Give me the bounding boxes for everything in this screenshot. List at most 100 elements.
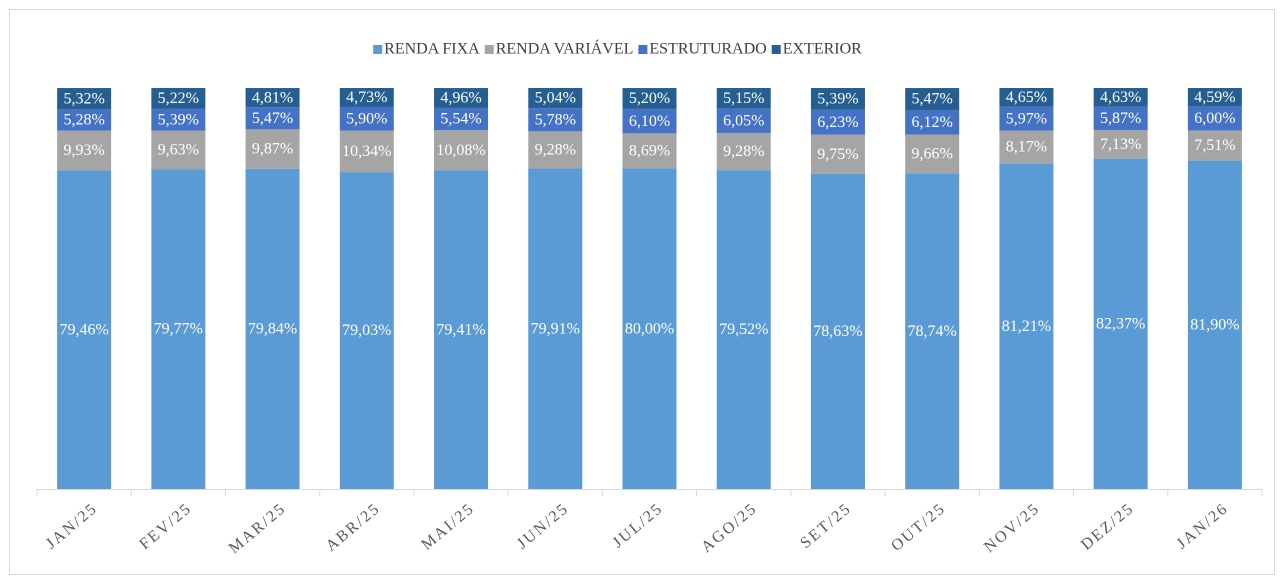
bar-segment	[999, 163, 1054, 489]
bar-segment	[716, 108, 771, 133]
data-label: 6,23%	[817, 114, 858, 131]
data-label: 5,22%	[158, 90, 199, 107]
bar-segment	[999, 130, 1054, 164]
data-label: 5,54%	[440, 111, 481, 128]
data-label: 5,87%	[1100, 110, 1141, 127]
data-label: 10,08%	[436, 142, 485, 159]
data-label: 81,21%	[1002, 318, 1051, 335]
bar-segment	[57, 109, 112, 131]
bar-segment	[905, 134, 960, 174]
data-label: 78,74%	[908, 323, 957, 340]
data-label: 5,78%	[535, 111, 576, 128]
data-label: 79,03%	[342, 322, 391, 339]
data-label: 8,17%	[1006, 139, 1047, 156]
bar-segment	[622, 88, 677, 109]
bar-segment	[434, 107, 489, 131]
bar-segment	[57, 170, 112, 489]
data-label: 10,34%	[342, 143, 391, 160]
legend-swatch	[484, 45, 494, 54]
data-label: 5,39%	[158, 111, 199, 128]
bar-segment	[1187, 106, 1242, 131]
legend-label: RENDA VARIÁVEL	[496, 39, 634, 58]
bar-segment	[434, 130, 489, 171]
data-label: 7,51%	[1194, 137, 1235, 154]
legend-label: EXTERIOR	[783, 41, 862, 58]
bar-segment	[528, 87, 583, 109]
data-label: 5,32%	[63, 90, 104, 107]
bar-segment	[57, 130, 112, 171]
data-label: 9,66%	[912, 146, 953, 163]
legend-swatch	[373, 45, 383, 54]
bar-segment	[528, 168, 583, 489]
data-label: 9,28%	[535, 142, 576, 159]
data-label: 79,52%	[719, 321, 768, 338]
data-label: 5,90%	[346, 110, 387, 127]
data-label: 4,59%	[1194, 89, 1235, 106]
bar-segment	[1093, 88, 1148, 107]
bar-segment	[245, 107, 300, 130]
data-label: 79,77%	[154, 321, 203, 338]
bar-segment	[905, 88, 960, 110]
data-label: 79,46%	[59, 321, 108, 338]
data-label: 79,41%	[436, 321, 485, 338]
bar-segment	[1187, 130, 1242, 161]
data-label: 9,87%	[252, 141, 293, 158]
bar-segment	[245, 129, 300, 169]
legend-swatch	[638, 45, 648, 54]
data-label: 5,20%	[629, 90, 670, 107]
bar-segment	[339, 172, 394, 489]
data-label: 4,65%	[1006, 89, 1047, 106]
bar-segment	[151, 169, 206, 489]
data-label: 79,91%	[531, 320, 580, 337]
bar-segment	[716, 132, 771, 171]
data-label: 79,84%	[248, 321, 297, 338]
bar-segment	[810, 134, 865, 174]
data-label: 81,90%	[1190, 316, 1239, 333]
bar-segment	[1093, 130, 1148, 159]
bar-segment	[810, 173, 865, 489]
bar-segment	[1093, 106, 1148, 131]
legend-label: RENDA FIXA	[384, 41, 480, 58]
bar-segment	[622, 108, 677, 134]
data-label: 6,10%	[629, 113, 670, 130]
bar-segment	[905, 109, 960, 135]
bar-segment	[810, 88, 865, 110]
bar-segment	[810, 109, 865, 135]
data-label: 4,81%	[252, 89, 293, 106]
bar-segment	[434, 170, 489, 489]
bar-segment	[1187, 160, 1242, 489]
legend: RENDA FIXA RENDA VARIÁVEL ESTRUTURADO EXTER…	[373, 39, 862, 58]
data-label: 4,73%	[346, 89, 387, 106]
data-label: 5,28%	[63, 112, 104, 129]
data-label: 9,75%	[817, 146, 858, 163]
data-label: 7,13%	[1100, 136, 1141, 153]
data-label: 5,39%	[817, 90, 858, 107]
bar-segment	[57, 88, 112, 110]
bar-segment	[528, 131, 583, 169]
data-label: 78,63%	[813, 323, 862, 340]
bar-segment	[716, 88, 771, 109]
data-label: 5,15%	[723, 90, 764, 107]
data-label: 6,12%	[912, 114, 953, 131]
data-label: 4,63%	[1100, 89, 1141, 106]
data-label: 82,37%	[1096, 316, 1145, 333]
bar-segment	[622, 168, 677, 489]
bar-segment	[528, 108, 583, 132]
bar-segment	[999, 106, 1054, 131]
bar-segment	[905, 173, 960, 489]
data-label: 5,04%	[535, 90, 576, 107]
bar-segment	[245, 88, 300, 108]
data-label: 9,63%	[158, 141, 199, 158]
data-label: 5,47%	[912, 91, 953, 108]
data-label: 9,28%	[723, 143, 764, 160]
data-label: 6,00%	[1194, 110, 1235, 127]
data-label: 5,47%	[252, 110, 293, 127]
bar-segment	[339, 106, 394, 131]
bar-segment	[339, 88, 394, 107]
data-label: 4,96%	[440, 90, 481, 107]
legend-swatch	[771, 45, 781, 54]
data-label: 9,93%	[63, 142, 104, 159]
bar-segment	[151, 108, 206, 131]
bar-segment	[151, 87, 206, 109]
legend-label: ESTRUTURADO	[649, 41, 766, 58]
